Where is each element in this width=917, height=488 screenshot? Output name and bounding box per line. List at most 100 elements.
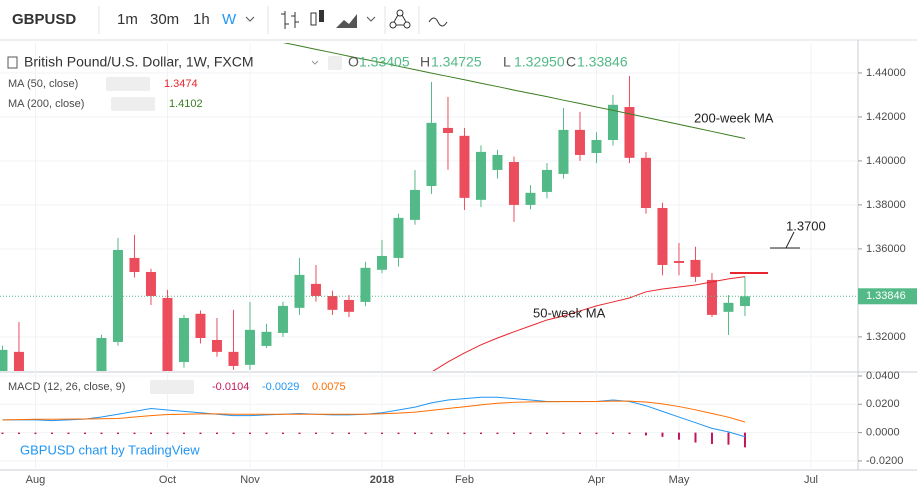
legend-value: 1.4102	[169, 98, 203, 110]
legend-buttons[interactable]	[106, 77, 150, 91]
histogram-bar	[677, 432, 680, 440]
histogram-bar	[694, 432, 697, 443]
histogram-bar	[67, 432, 70, 435]
bars-icon[interactable]	[281, 11, 299, 29]
candle-body	[723, 302, 734, 312]
macd-line	[2, 396, 746, 438]
interval[interactable]: 1h	[193, 11, 210, 28]
histogram-bar	[265, 432, 268, 435]
candle-body	[459, 135, 470, 198]
annotation: 50-week MA	[533, 305, 606, 320]
histogram-bar	[182, 432, 185, 435]
x-tick-label: Jul	[804, 474, 818, 486]
last-price-box	[858, 288, 917, 305]
y-tick-label: 1.40000	[866, 155, 906, 167]
x-tick-label: Nov	[240, 474, 260, 486]
pane-title: British Pound/U.S. Dollar, 1W, FXCM	[24, 54, 254, 70]
candle-body	[574, 129, 585, 155]
histogram-bar	[83, 432, 86, 435]
histogram-bar	[17, 432, 20, 435]
histogram-bar	[479, 432, 482, 435]
legend-buttons[interactable]	[328, 56, 342, 70]
histogram-bar	[199, 432, 202, 435]
histogram-bar	[496, 432, 499, 435]
candle-body	[673, 261, 684, 263]
candle-body	[195, 313, 206, 339]
y-tick-label: 1.38000	[866, 199, 906, 211]
candle-body	[261, 331, 272, 346]
y-tick-label: 0.0200	[866, 398, 900, 410]
histogram-bar	[50, 432, 53, 435]
candle-body	[607, 104, 618, 141]
candle-body	[0, 349, 8, 371]
x-tick-label: Feb	[455, 474, 474, 486]
macd-line	[2, 400, 746, 423]
histogram-bar	[347, 432, 350, 435]
y-tick-label: 1.36000	[866, 243, 906, 255]
histogram-bar	[149, 432, 152, 435]
histogram-bar	[430, 432, 433, 435]
ohlc-letter: O	[348, 54, 359, 70]
histogram-bar	[100, 432, 103, 435]
ohlc-value: 1.33405	[359, 54, 410, 70]
candle-body	[690, 259, 701, 277]
dropdown-icon[interactable]	[245, 16, 255, 22]
ohlc-value: 1.34725	[431, 54, 482, 70]
candles-icon[interactable]	[310, 10, 324, 26]
histogram-bar	[545, 432, 548, 435]
histogram-bar	[133, 432, 136, 435]
y-tick-label: 1.44000	[866, 67, 906, 79]
ohlc-letter: L	[503, 54, 511, 70]
symbol[interactable]: GBPUSD	[12, 11, 76, 28]
legend-entry: MA (50, close)	[8, 78, 78, 90]
interval[interactable]: 1m	[117, 11, 138, 28]
dropdown-icon[interactable]	[311, 60, 319, 65]
candle-body	[129, 257, 140, 273]
histogram-bar	[578, 432, 581, 435]
legend-buttons[interactable]	[111, 97, 155, 111]
histogram-bar	[562, 432, 565, 435]
candle-body	[13, 351, 24, 371]
ma-line	[282, 43, 746, 139]
footer-credit[interactable]: GBPUSD chart by TradingView	[20, 442, 200, 457]
area-icon[interactable]	[336, 14, 357, 28]
ohlc-value: 1.32950	[514, 54, 565, 70]
legend-value: 0.0075	[312, 381, 346, 393]
annotation: 1.3700	[786, 218, 826, 233]
legend: British Pound/U.S. Dollar, 1W, FXCM MA (…	[7, 54, 342, 394]
candle-body	[541, 169, 552, 192]
histogram-bar	[298, 432, 301, 435]
histogram-bar	[166, 432, 169, 435]
dropdown-icon[interactable]	[366, 16, 376, 22]
y-tick-label: 1.42000	[866, 111, 906, 123]
candle-body	[63, 403, 73, 418]
x-tick-label: Oct	[159, 474, 176, 486]
candle-body	[310, 283, 321, 296]
histogram-bar	[595, 432, 598, 435]
ma-line	[432, 276, 746, 371]
histogram-bar	[397, 432, 400, 435]
histogram-bar	[364, 432, 367, 435]
legend-value: 1.3474	[164, 78, 198, 90]
interval[interactable]: 30m	[150, 11, 179, 28]
legend-value: -0.0029	[262, 381, 299, 393]
toolbar: GBPUSD 1m 30m 1h W	[0, 0, 917, 41]
candle-body	[640, 157, 651, 208]
candle-body	[739, 296, 750, 306]
histogram-bar	[248, 432, 251, 435]
last-price-label: 1.33846	[866, 290, 906, 302]
histogram-bar	[446, 432, 449, 435]
histogram-bar	[727, 432, 730, 445]
candle-body	[492, 154, 503, 170]
histogram-bar	[331, 432, 334, 435]
compare-icon[interactable]	[428, 17, 448, 27]
histogram-bar	[413, 432, 416, 435]
histogram-bar	[380, 432, 383, 435]
candle-body	[657, 207, 668, 265]
candle-body	[442, 127, 453, 133]
interval-active[interactable]: W	[222, 11, 237, 28]
candle-body	[162, 297, 173, 371]
legend-buttons[interactable]	[150, 380, 194, 394]
indicators-icon[interactable]	[389, 9, 411, 29]
legend-icon	[7, 56, 18, 69]
